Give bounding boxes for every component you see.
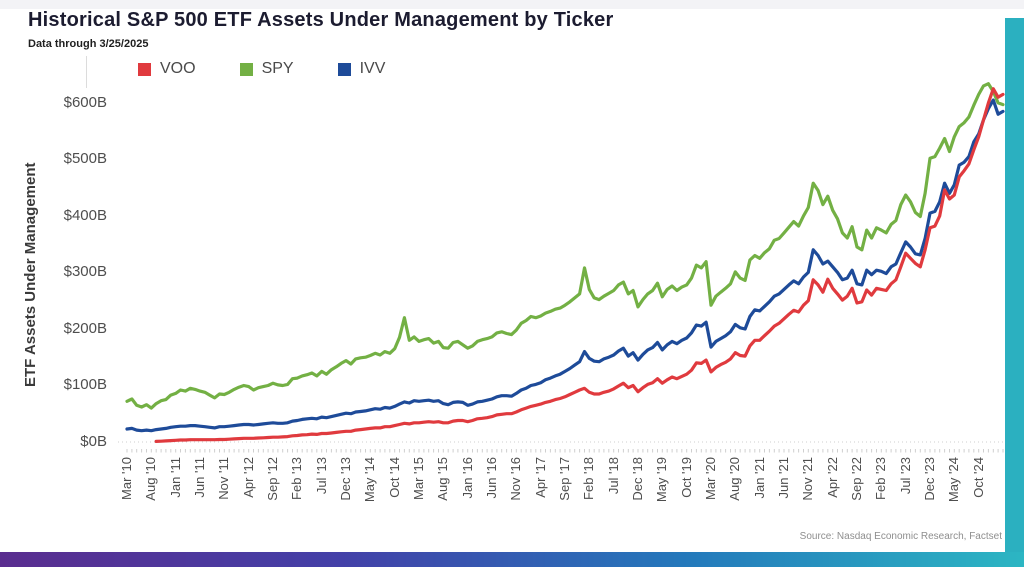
line-series-spy[interactable] bbox=[125, 82, 1005, 410]
legend-item-voo[interactable]: VOO bbox=[138, 60, 196, 78]
chart-subtitle: Data through 3/25/2025 bbox=[28, 38, 149, 50]
y-axis-label: $300B bbox=[63, 263, 107, 281]
line-series-ivv[interactable] bbox=[125, 98, 1005, 433]
legend-swatch-icon bbox=[138, 62, 151, 76]
legend-item-ivv[interactable]: IVV bbox=[337, 60, 386, 78]
top-strip bbox=[0, 0, 1024, 9]
y-axis-label: $400B bbox=[63, 206, 107, 224]
source-note: Source: Nasdaq Economic Research, Factse… bbox=[799, 531, 1002, 542]
legend-divider bbox=[86, 56, 87, 88]
legend-label: VOO bbox=[160, 60, 196, 77]
legend-swatch-icon bbox=[337, 62, 351, 76]
y-axis-label: $100B bbox=[63, 376, 107, 394]
y-axis-label: $600B bbox=[63, 93, 107, 111]
right-accent-band bbox=[1005, 18, 1024, 552]
page-title: Historical S&P 500 ETF Assets Under Mana… bbox=[28, 9, 614, 31]
line-series-voo[interactable] bbox=[154, 87, 1005, 443]
legend-swatch-icon bbox=[239, 62, 253, 76]
bottom-gradient-bar bbox=[0, 552, 1024, 567]
chart-legend: VOO SPY IVV bbox=[138, 60, 385, 78]
y-axis-label: $0B bbox=[80, 433, 107, 450]
legend-item-spy[interactable]: SPY bbox=[239, 60, 294, 78]
legend-label: SPY bbox=[261, 60, 294, 77]
y-axis-label: $200B bbox=[63, 319, 107, 337]
y-axis-label: $500B bbox=[63, 150, 107, 168]
legend-label: IVV bbox=[359, 60, 386, 77]
